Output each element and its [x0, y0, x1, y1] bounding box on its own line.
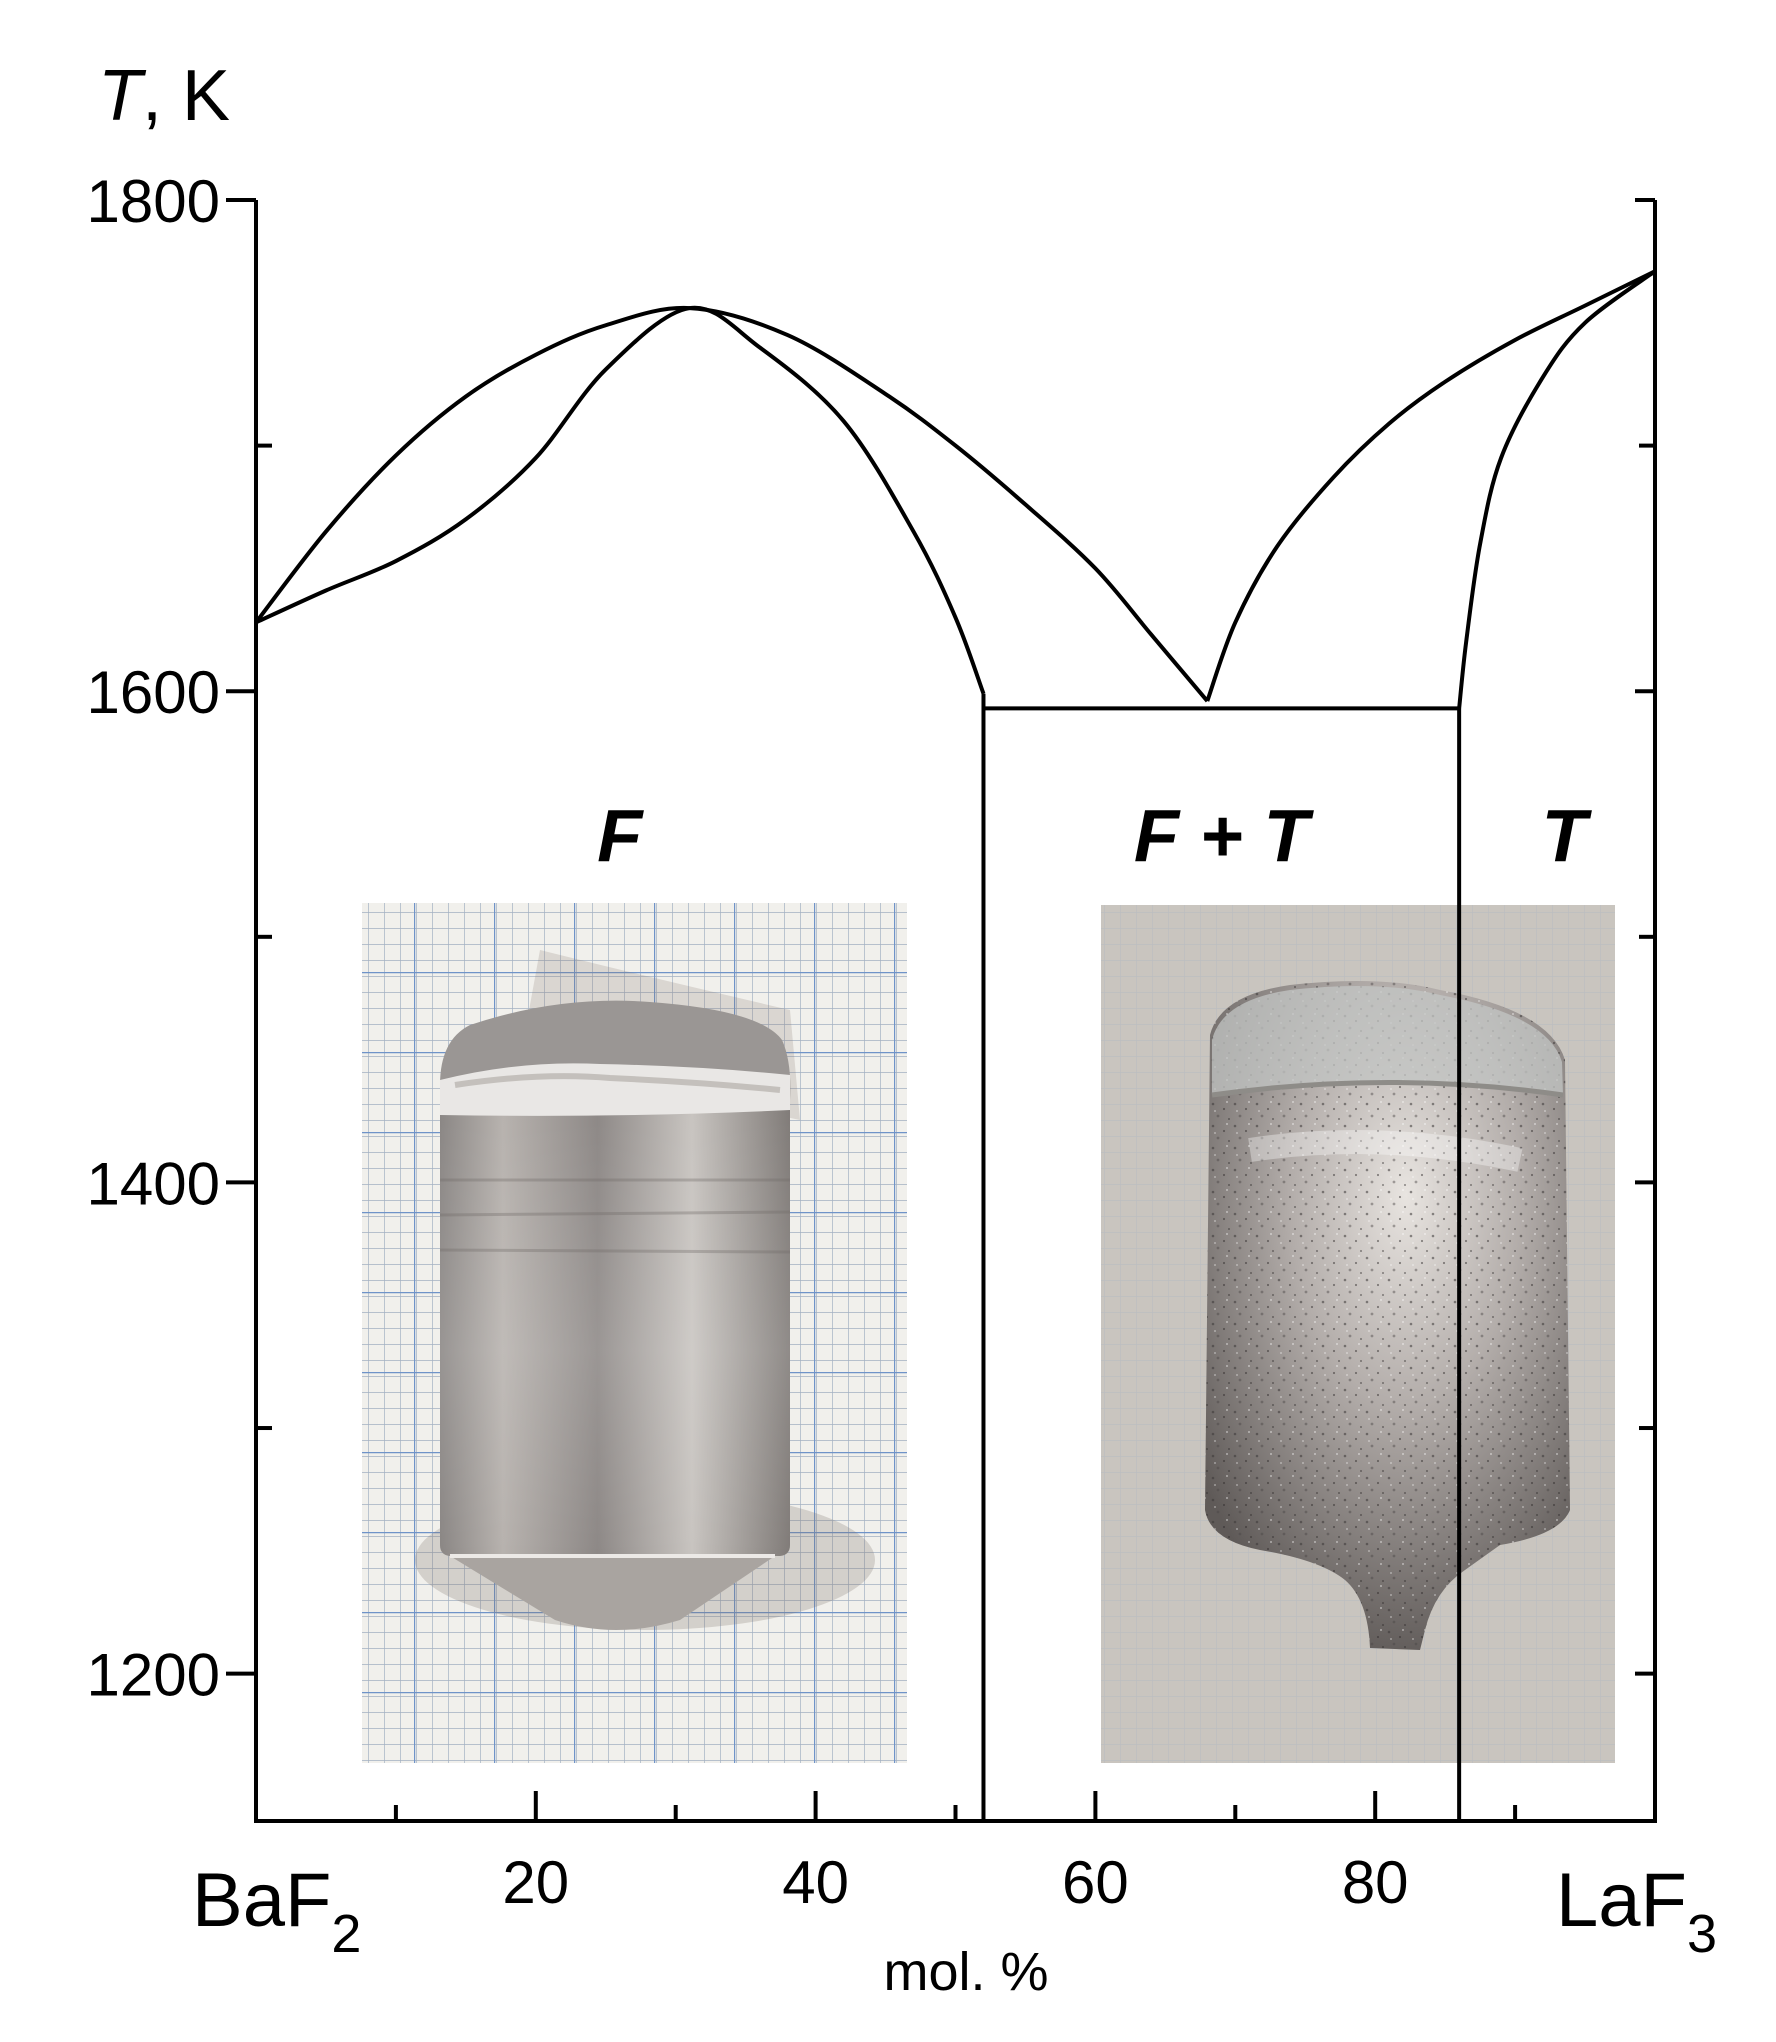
x-tick-label: 20 — [502, 1849, 569, 1916]
phase-label-f-plus-t: F + T — [1134, 795, 1315, 878]
y-tick-label: 1600 — [87, 659, 220, 726]
series-solidus-t — [1457, 269, 1657, 709]
x-axis-label: mol. % — [883, 1942, 1048, 2002]
y-tick-label: 1200 — [87, 1642, 220, 1709]
y-axis-label: T, K — [98, 56, 230, 136]
x-tick-label: 40 — [782, 1849, 849, 1916]
x-label-baf2: BaF2 — [192, 1858, 361, 1964]
crystal-photo-f-plus-t — [1101, 905, 1615, 1763]
y-tick-label: 1400 — [87, 1150, 220, 1217]
x-tick-label: 80 — [1342, 1849, 1409, 1916]
phase-label-t: T — [1541, 795, 1592, 878]
x-label-laf3: LaF3 — [1556, 1858, 1717, 1964]
phase-label-f: F — [597, 795, 644, 878]
x-tick-label: 60 — [1062, 1849, 1129, 1916]
series-liquidus-t — [1205, 269, 1656, 702]
y-tick-label: 1800 — [87, 168, 220, 235]
series-liquidus-f — [254, 305, 1209, 703]
series-solidus-f — [255, 305, 986, 695]
crystal-photo-f — [362, 903, 907, 1763]
